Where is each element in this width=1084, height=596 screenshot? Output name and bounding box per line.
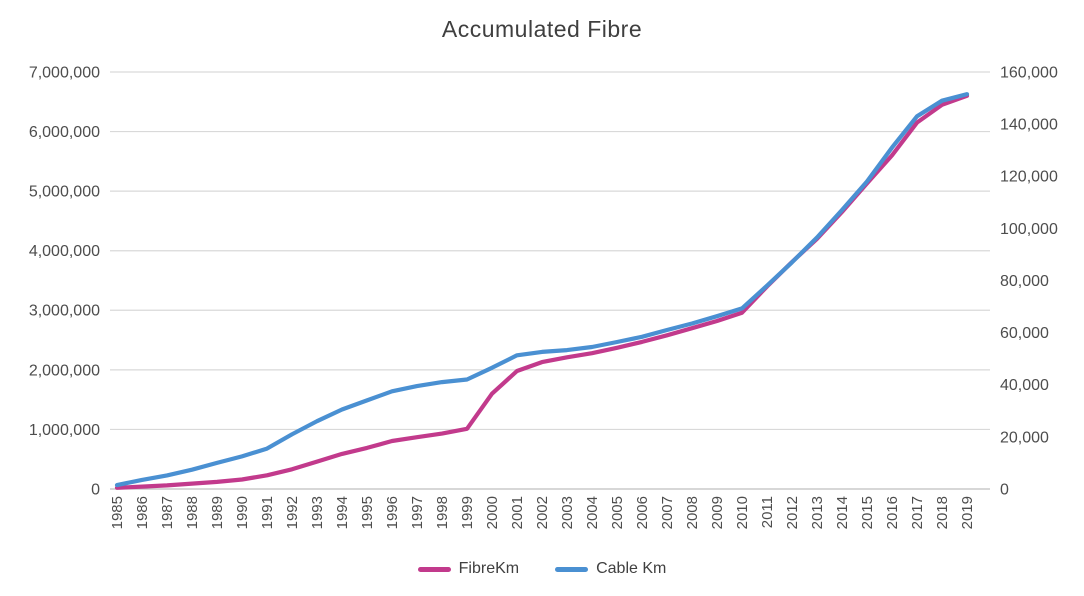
x-axis-tick-label: 2017: [909, 496, 926, 529]
x-axis-tick-label: 1995: [359, 496, 376, 529]
x-axis-tick-label: 2018: [934, 496, 951, 529]
legend-item-fibrekm: FibreKm: [417, 560, 520, 578]
legend: FibreKm Cable Km: [0, 560, 1084, 578]
x-axis-tick-label: 1996: [384, 496, 401, 529]
x-axis-tick-label: 2019: [959, 496, 976, 529]
y-axis-tick-label-left: 5,000,000: [29, 184, 100, 201]
y-axis-tick-label-right: 160,000: [1000, 64, 1058, 81]
y-axis-tick-label-right: 20,000: [1000, 429, 1049, 446]
y-axis-tick-label-left: 6,000,000: [29, 124, 100, 141]
x-axis-tick-label: 1990: [234, 496, 251, 529]
x-axis-tick-label: 2003: [559, 496, 576, 529]
x-axis-tick-label: 2010: [734, 496, 751, 529]
chart-title: Accumulated Fibre: [441, 16, 643, 42]
x-axis-tick-label: 2016: [884, 496, 901, 529]
x-axis-tick-label: 2002: [534, 496, 551, 529]
x-axis-tick-label: 2008: [684, 496, 701, 529]
fibrekm-line-swatch: [417, 566, 451, 572]
x-axis-tick-label: 1997: [409, 496, 426, 529]
y-axis-tick-label-right: 80,000: [1000, 273, 1049, 290]
x-axis-tick-label: 2007: [659, 496, 676, 529]
x-axis-tick-label: 2006: [634, 496, 651, 529]
y-axis-tick-label-right: 60,000: [1000, 325, 1049, 342]
x-axis-tick-label: 2009: [709, 496, 726, 529]
y-axis-tick-label-left: 7,000,000: [29, 64, 100, 81]
cablekm-line-swatch: [555, 566, 589, 572]
x-axis-tick-label: 2015: [859, 496, 876, 529]
x-axis-tick-label: 1998: [434, 496, 451, 529]
legend-label-cablekm: Cable Km: [596, 560, 667, 577]
y-axis-tick-label-left: 2,000,000: [29, 362, 100, 379]
x-axis-tick-label: 2012: [784, 496, 801, 529]
x-axis-tick-label: 2011: [759, 496, 776, 528]
y-axis-tick-label-left: 4,000,000: [29, 243, 100, 260]
y-axis-tick-label-right: 40,000: [1000, 377, 1049, 394]
x-axis-tick-label: 1993: [309, 496, 326, 529]
x-axis-tick-label: 2014: [834, 496, 851, 529]
y-axis-tick-label-right: 140,000: [1000, 117, 1058, 134]
x-axis-tick-label: 1985: [109, 496, 126, 529]
x-axis-tick-label: 2013: [809, 496, 826, 529]
x-axis-tick-label: 1987: [159, 496, 176, 529]
y-axis-tick-label-right: 120,000: [1000, 169, 1058, 186]
y-axis-tick-label-left: 1,000,000: [29, 422, 100, 439]
y-axis-tick-label-left: 3,000,000: [29, 303, 100, 320]
legend-label-fibrekm: FibreKm: [458, 560, 520, 577]
x-axis-tick-label: 1999: [459, 496, 476, 529]
y-axis-tick-label-right: 100,000: [1000, 221, 1058, 238]
x-axis-tick-label: 2004: [584, 496, 601, 529]
x-axis-tick-label: 1988: [184, 496, 201, 529]
x-axis-tick-label: 2005: [609, 496, 626, 529]
cablekm-line: [114, 92, 970, 488]
x-axis-tick-label: 1991: [259, 496, 276, 529]
x-axis-tick-label: 1989: [209, 496, 226, 529]
legend-item-cablekm: Cable Km: [555, 560, 666, 578]
x-axis-tick-label: 1986: [134, 496, 151, 529]
x-axis-tick-label: 2000: [484, 496, 501, 529]
x-axis-tick-label: 1994: [334, 496, 351, 529]
y-axis-tick-label-right: 0: [1000, 481, 1009, 498]
x-axis-tick-label: 1992: [284, 496, 301, 529]
x-axis-tick-label: 2001: [509, 496, 526, 529]
y-axis-tick-label-left: 0: [91, 481, 100, 498]
